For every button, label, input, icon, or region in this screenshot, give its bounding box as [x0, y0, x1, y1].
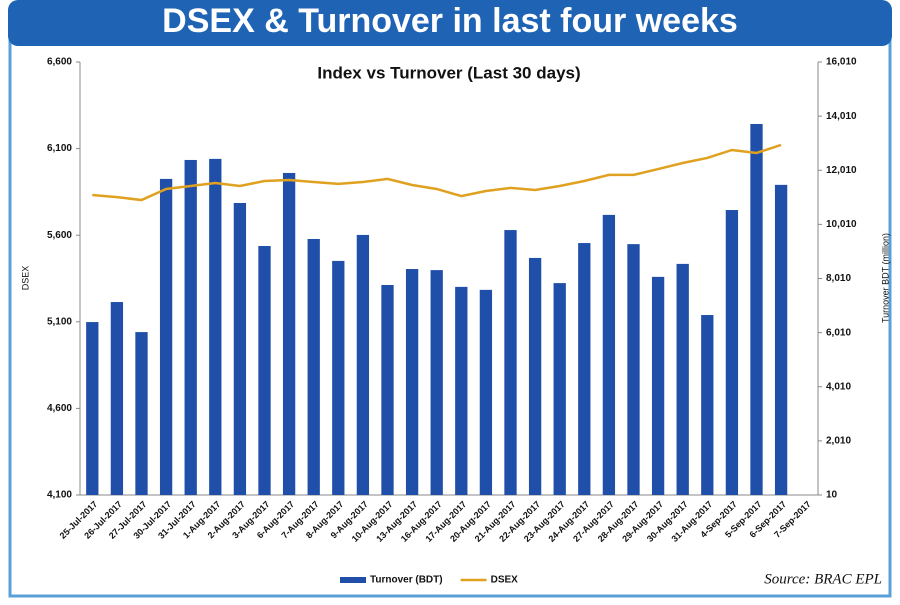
bar [651, 276, 665, 495]
bar [725, 210, 739, 496]
y2-tick-label: 12,010 [826, 165, 857, 176]
y2-tick-label: 14,010 [826, 111, 857, 122]
y-tick-label: 5,600 [47, 230, 72, 241]
line [92, 143, 782, 202]
bar [578, 243, 591, 495]
page-title: DSEX & Turnover in last four weeks [162, 2, 738, 40]
source-note: Source: BRAC EPL [764, 571, 882, 587]
bar [258, 246, 271, 495]
legend-label: DSEX [491, 575, 519, 586]
bar [627, 244, 640, 495]
bar [701, 315, 714, 495]
y-tick-label: 6,100 [47, 143, 72, 154]
y2-tick-label: 6,010 [826, 327, 851, 338]
legend-label: Turnover (BDT) [370, 575, 443, 586]
bar [405, 269, 419, 495]
bar [479, 289, 493, 495]
bar [774, 184, 788, 495]
y2-tick-label: 2,010 [826, 436, 851, 447]
bar [184, 159, 197, 495]
y-tick-label: 4,100 [47, 490, 72, 501]
bar [233, 202, 247, 496]
bar [86, 322, 99, 495]
y-tick-label: 5,100 [47, 316, 72, 327]
bar [553, 283, 566, 495]
bar [455, 286, 468, 495]
bar [135, 332, 148, 495]
y2-tick-label: 8,010 [826, 273, 851, 284]
bar [209, 158, 222, 496]
y2-tick-label: 10,010 [826, 219, 857, 230]
y-axis-title: DSEX [20, 266, 30, 291]
bar [307, 238, 320, 495]
bar [602, 214, 616, 495]
legend-swatch [340, 577, 366, 583]
y2-tick-label: 4,010 [826, 381, 851, 392]
bar [528, 257, 542, 495]
y-tick-label: 4,600 [47, 403, 72, 414]
bar [159, 178, 173, 495]
bar [381, 284, 394, 495]
bar [504, 230, 517, 496]
bar [676, 263, 689, 495]
y2-tick-label: 16,010 [826, 57, 857, 68]
bar [356, 234, 370, 495]
banner [8, 0, 892, 46]
bar [332, 260, 345, 495]
bar [750, 123, 763, 496]
bar [282, 172, 296, 496]
bar [110, 302, 124, 495]
y2-tick-label: 10 [826, 490, 838, 501]
y2-axis-title: Turnover BDT (million) [880, 233, 890, 323]
frame [8, 38, 892, 598]
bar [430, 270, 443, 495]
y-tick-label: 6,600 [47, 57, 72, 68]
chart-title: Index vs Turnover (Last 30 days) [317, 63, 580, 82]
